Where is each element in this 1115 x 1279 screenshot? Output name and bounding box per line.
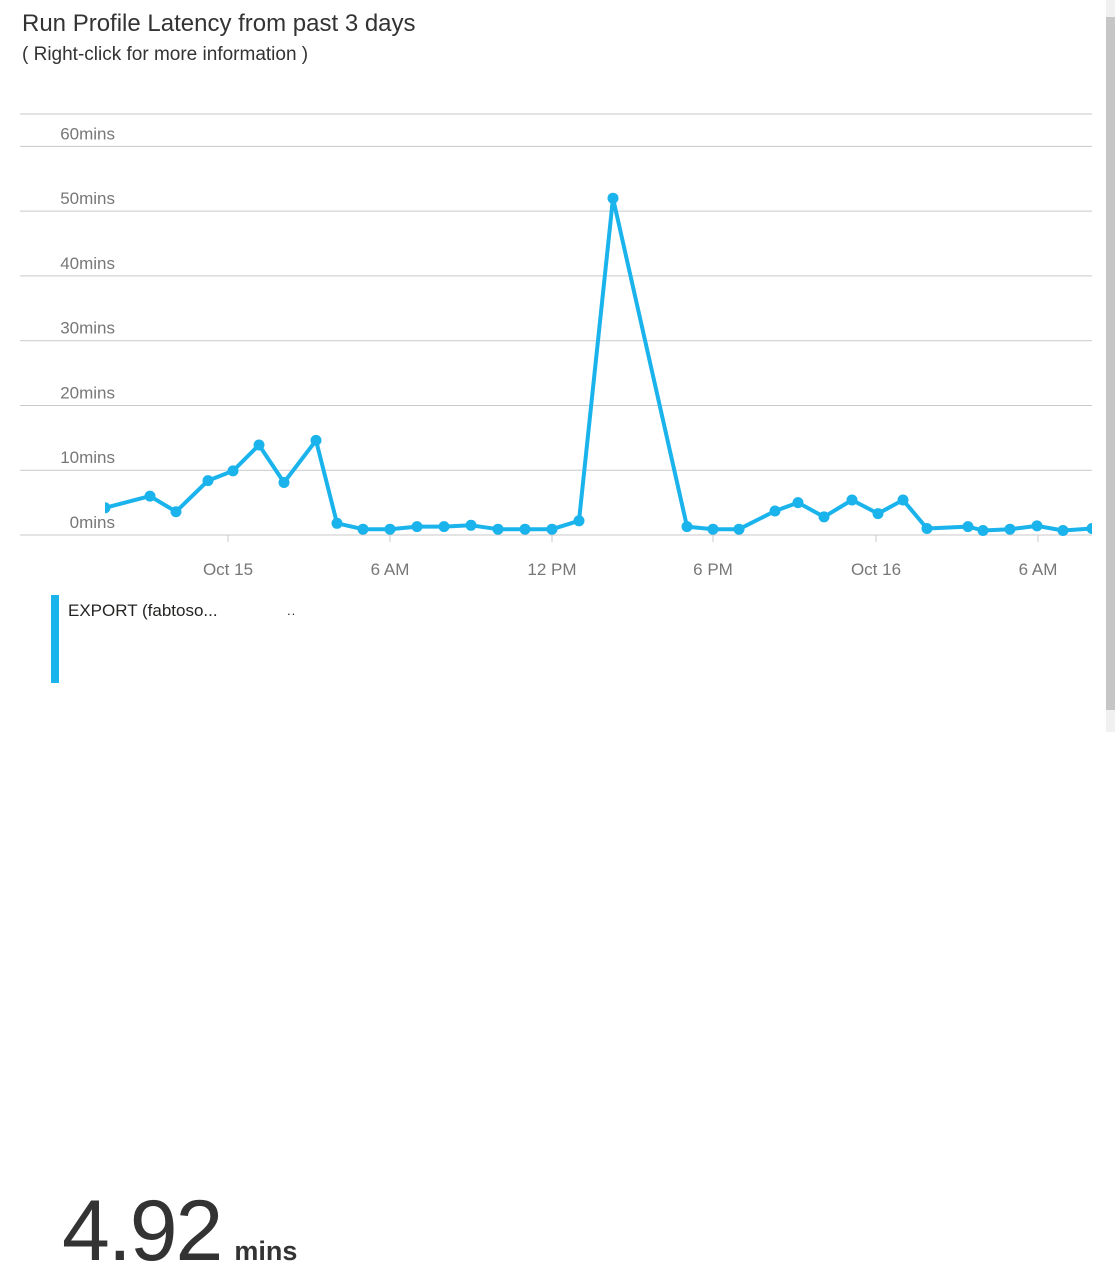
data-point[interactable]: [792, 497, 804, 509]
data-point[interactable]: [170, 506, 182, 518]
data-point[interactable]: [921, 523, 933, 534]
card-accent-bar: [51, 595, 59, 683]
y-axis-tick-label: 40mins: [60, 254, 115, 273]
data-point[interactable]: [962, 521, 974, 533]
data-point[interactable]: [769, 505, 781, 517]
data-point[interactable]: [872, 508, 884, 520]
data-point[interactable]: [411, 521, 423, 533]
data-point[interactable]: [278, 477, 290, 488]
series-line[interactable]: [105, 196, 1092, 533]
data-point[interactable]: [144, 490, 156, 502]
data-point[interactable]: [519, 523, 531, 535]
data-point[interactable]: [331, 517, 343, 529]
data-point[interactable]: [100, 502, 111, 514]
data-point[interactable]: [681, 521, 693, 533]
y-axis-tick-label: 20mins: [60, 383, 115, 402]
data-point[interactable]: [733, 523, 745, 535]
y-axis-tick-label: 60mins: [60, 124, 115, 143]
y-axis-tick-label: 30mins: [60, 319, 115, 338]
data-point[interactable]: [846, 494, 858, 506]
data-point[interactable]: [253, 439, 265, 451]
data-point[interactable]: [465, 519, 477, 531]
card-label: EXPORT (fabtoso...: [68, 601, 218, 620]
series-export[interactable]: [100, 192, 1098, 536]
data-point[interactable]: [384, 523, 396, 535]
data-point[interactable]: [818, 511, 830, 523]
x-axis-tick-label: 6 PM: [693, 560, 733, 579]
page-subtitle: ( Right-click for more information ): [22, 44, 309, 65]
data-point[interactable]: [977, 525, 989, 536]
data-point[interactable]: [1004, 523, 1016, 535]
data-point[interactable]: [227, 465, 239, 477]
data-point[interactable]: [492, 523, 504, 535]
vertical-scrollbar-thumb[interactable]: [1106, 17, 1115, 710]
data-point[interactable]: [707, 523, 719, 535]
y-axis-tick-label: 0mins: [70, 513, 115, 532]
data-point[interactable]: [310, 434, 322, 446]
data-point[interactable]: [1086, 523, 1098, 534]
data-point[interactable]: [573, 515, 585, 527]
data-point[interactable]: [1057, 525, 1069, 536]
data-point[interactable]: [202, 475, 214, 487]
x-axis-tick-label: 6 AM: [371, 560, 410, 579]
y-axis-tick-label: 50mins: [60, 189, 115, 208]
x-axis-tick-label: 12 PM: [527, 560, 576, 579]
data-point[interactable]: [546, 523, 558, 535]
card-truncated-text: ..: [287, 603, 297, 618]
x-axis-tick-label: Oct 15: [203, 560, 253, 579]
data-point[interactable]: [1031, 520, 1043, 532]
chart-header: Run Profile Latency from past 3 days ( R…: [22, 8, 416, 68]
card-value: 4.92: [62, 1183, 223, 1279]
page-title: Run Profile Latency from past 3 days: [22, 10, 416, 37]
x-axis-tick-label: 6 AM: [1019, 560, 1058, 579]
x-axis-tick-label: Oct 16: [851, 560, 901, 579]
data-point[interactable]: [357, 523, 369, 535]
data-point[interactable]: [897, 494, 909, 506]
data-point[interactable]: [607, 192, 619, 204]
latency-line-chart[interactable]: 60mins 50mins 40mins 30mins 20mins 10mins 0min…: [0, 0, 1115, 600]
data-point[interactable]: [438, 521, 450, 533]
y-axis-tick-label: 10mins: [60, 448, 115, 467]
card-unit: mins: [234, 1236, 298, 1266]
kpi-card: EXPORT (fabtoso... .. 4.92 mins: [0, 585, 560, 1274]
